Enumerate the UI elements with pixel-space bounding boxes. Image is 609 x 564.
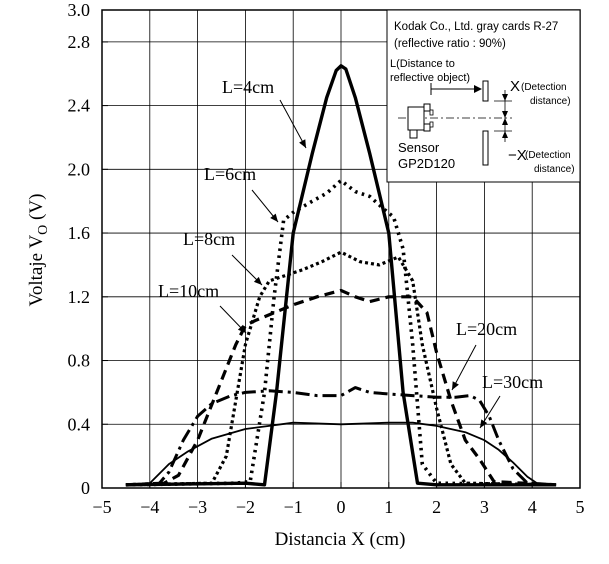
x-plus-note-line1: (Detection xyxy=(521,82,567,93)
series-label-arrowhead xyxy=(480,419,488,428)
x-minus-arrow xyxy=(502,131,508,138)
sensor-icon xyxy=(407,103,434,139)
series-label-arrowhead xyxy=(452,381,459,390)
y-tick-label: 2.4 xyxy=(68,96,91,116)
series-line-3 xyxy=(125,250,557,487)
series-line-5 xyxy=(125,386,557,487)
y-axis-label: Voltaje VO (V) xyxy=(26,194,51,307)
x-tick-label: −1 xyxy=(284,497,303,517)
x-plus-arrow xyxy=(502,94,508,101)
y-tick-label: 0.8 xyxy=(68,351,91,371)
reflective-card-lower xyxy=(482,130,489,166)
reflective-card-upper xyxy=(482,80,489,102)
series-label: L=8cm xyxy=(183,229,235,249)
sensor-label: Sensor xyxy=(398,140,440,155)
x-plus-label: X xyxy=(510,78,520,95)
series-label-leader xyxy=(279,99,307,149)
series-labels: L=4cm L=6cm L=8cm L=10cm L=20cm L=30cm xyxy=(158,77,543,429)
series-label: L=6cm xyxy=(204,164,256,184)
y-tick-label: 1.2 xyxy=(68,287,91,307)
x-tick-label: −5 xyxy=(92,497,111,517)
y-tick-label: 2.0 xyxy=(68,159,91,179)
sensor-model-label: GP2D120 xyxy=(398,156,455,171)
y-tick-label: 2.8 xyxy=(68,32,91,52)
x-tick-label: −2 xyxy=(236,497,255,517)
series-group xyxy=(125,64,557,487)
series-line-6 xyxy=(125,421,557,486)
series-line-4 xyxy=(125,288,557,487)
x-tick-label: 1 xyxy=(384,497,393,517)
x-minus-note-line2: distance) xyxy=(534,164,575,175)
y-tick-label: 0 xyxy=(81,478,90,498)
x-tick-label: 0 xyxy=(337,497,346,517)
x-center-arrow-bottom xyxy=(502,118,508,125)
x-tick-label: −4 xyxy=(140,497,159,517)
ticks: −5 −4 −3 −2 −1 0 1 2 3 4 5 0 0.4 0.8 1.2 1.6 2.0 2.4 2.8 3.… xyxy=(68,0,585,517)
series-label-arrowhead xyxy=(299,139,306,148)
y-tick-label: 1.6 xyxy=(68,223,91,243)
x-tick-label: 5 xyxy=(576,497,585,517)
x-tick-label: 4 xyxy=(528,497,537,517)
x-plus-note-line2: distance) xyxy=(530,96,571,107)
series-label-arrowhead xyxy=(237,324,246,333)
inset-title: Kodak Co., Ltd. gray cards R-27 xyxy=(394,21,558,33)
series-label-leader xyxy=(451,344,477,391)
x-tick-label: 2 xyxy=(432,497,441,517)
inset-l-label-line1: L(Distance to xyxy=(390,58,455,70)
series-label: L=4cm xyxy=(222,77,274,97)
y-tick-label: 0.4 xyxy=(68,414,91,434)
l-arrow-head xyxy=(474,85,482,93)
inset-l-label-line2: reflective object) xyxy=(390,72,470,84)
inset-box: Kodak Co., Ltd. gray cards R-27 (reflect… xyxy=(386,9,581,183)
series-label-arrowhead xyxy=(270,213,278,222)
x-minus-note-line1: (Detection xyxy=(525,150,571,161)
x-tick-label: −3 xyxy=(188,497,207,517)
series-label: L=10cm xyxy=(158,281,219,301)
series-label: L=30cm xyxy=(482,372,543,392)
series-label: L=20cm xyxy=(456,319,517,339)
x-axis-label: Distancia X (cm) xyxy=(275,529,406,550)
y-tick-label: 3.0 xyxy=(68,0,91,20)
x-minus-label: −X xyxy=(508,147,527,164)
x-center-arrow-top xyxy=(502,111,508,118)
x-tick-label: 3 xyxy=(480,497,489,517)
series-label-arrowhead xyxy=(253,276,262,285)
inset-subtitle: (reflective ratio : 90%) xyxy=(394,38,506,50)
series-line-2 xyxy=(125,178,557,487)
